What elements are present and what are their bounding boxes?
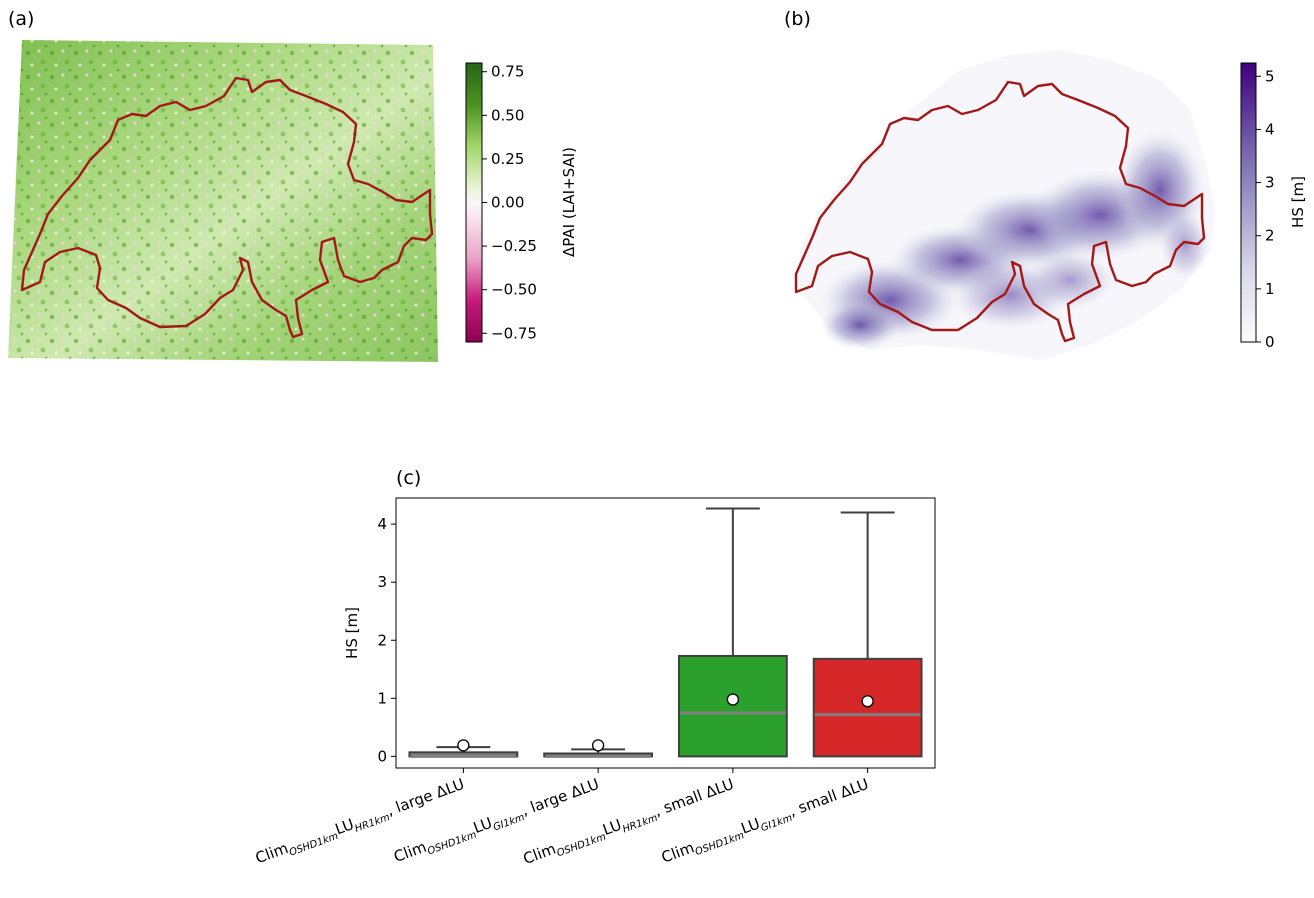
x-tick-label-part: , large ΔLU (384, 775, 466, 820)
box-2 (543, 739, 654, 758)
colorbar-a: 0.75 0.50 0.25 0.00 −0.25 −0.50 −0.75 ΔPAI (LA… (465, 62, 578, 343)
colorbar-tick-label: 4 (1265, 120, 1275, 138)
colorbar-b-label: HS [m] (1289, 176, 1307, 228)
box-iqr (812, 657, 923, 758)
x-tick-label-part: Clim (253, 839, 291, 867)
panel-b-map (794, 50, 1215, 360)
x-tick-label-part: LU (471, 814, 495, 837)
x-tick-label-part: , large ΔLU (519, 775, 601, 820)
boxplot-x-ticks: ClimOSHD1kmLUHR1km, large ΔLUClimOSHD1km… (253, 768, 871, 870)
colorbar-tick-label: 0.00 (491, 194, 524, 212)
colorbar-b: 5 4 3 2 1 0 HS [m] (1240, 62, 1307, 351)
y-tick-label: 3 (377, 573, 387, 591)
x-tick-label: ClimOSHD1kmLUHR1km, large ΔLU (253, 775, 468, 870)
boxplot-boxes (408, 507, 923, 758)
x-tick-label-part: HR1km (621, 813, 659, 836)
x-tick-label-part: OSHD1km (556, 831, 608, 859)
boxplot-y-label: HS [m] (343, 607, 361, 659)
box-4 (812, 511, 923, 758)
colorbar-tick-label: 0.25 (491, 150, 524, 168)
panel-c-label: (c) (396, 467, 422, 489)
map-b-snow (820, 130, 1210, 350)
x-tick-label-part: , small ΔLU (787, 775, 871, 820)
y-tick-label: 4 (377, 515, 387, 533)
colorbar-b-ticks: 5 4 3 2 1 0 (1256, 67, 1275, 351)
x-tick-label-part: GI1km (760, 813, 795, 835)
x-tick-label-part: LU (600, 816, 624, 839)
colorbar-tick-label: 0.75 (491, 63, 524, 81)
boxplot-y-ticks: 0 1 2 3 4 (377, 515, 396, 765)
box-iqr (677, 654, 788, 758)
y-tick-label: 1 (377, 689, 387, 707)
x-tick-label-part: OSHD1km (426, 829, 478, 857)
colorbar-tick-label: 0 (1265, 333, 1275, 351)
x-tick-label-part: Clim (521, 840, 559, 868)
colorbar-tick-label: 2 (1265, 227, 1275, 245)
box-3 (677, 507, 788, 758)
panel-b-label: (b) (784, 8, 811, 30)
x-tick-label-part: OSHD1km (288, 831, 340, 859)
colorbar-a-label: ΔPAI (LAI+SAI) (560, 147, 578, 257)
colorbar-tick-label: −0.75 (491, 324, 537, 342)
panel-a-label: (a) (8, 8, 35, 30)
x-tick-label-part: LU (333, 815, 357, 838)
colorbar-tick-label: 1 (1265, 280, 1275, 298)
colorbar-tick-label: −0.50 (491, 281, 537, 299)
colorbar-b-bar (1240, 62, 1257, 343)
colorbar-tick-label: 5 (1265, 67, 1275, 85)
x-tick-label-part: LU (739, 814, 763, 837)
x-tick-label-part: Clim (391, 838, 429, 866)
x-tick-label-part: , small ΔLU (652, 775, 736, 820)
panel-a-map (8, 40, 438, 362)
colorbar-tick-label: −0.25 (491, 237, 537, 255)
x-tick-label-part: GI1km (492, 812, 527, 834)
colorbar-a-ticks: 0.75 0.50 0.25 0.00 −0.25 −0.50 −0.75 (482, 63, 537, 342)
map-a-texture (8, 40, 438, 362)
colorbar-a-bar (465, 62, 483, 343)
switzerland-border-b (794, 80, 1206, 343)
colorbar-tick-label: 3 (1265, 174, 1275, 192)
x-tick-label-part: HR1km (354, 812, 392, 835)
mean-marker (861, 695, 874, 708)
box-1 (408, 739, 519, 758)
colorbar-tick-label: 0.50 (491, 106, 524, 124)
boxplot-axes-frame (395, 497, 936, 769)
y-tick-label: 2 (377, 631, 387, 649)
x-tick-label-part: OSHD1km (694, 830, 746, 858)
x-tick-label-part: Clim (659, 838, 697, 866)
mean-marker (591, 739, 605, 752)
mean-marker (457, 739, 470, 752)
y-tick-label: 0 (377, 747, 387, 765)
switzerland-border-a (20, 76, 434, 339)
mean-marker (726, 693, 740, 706)
